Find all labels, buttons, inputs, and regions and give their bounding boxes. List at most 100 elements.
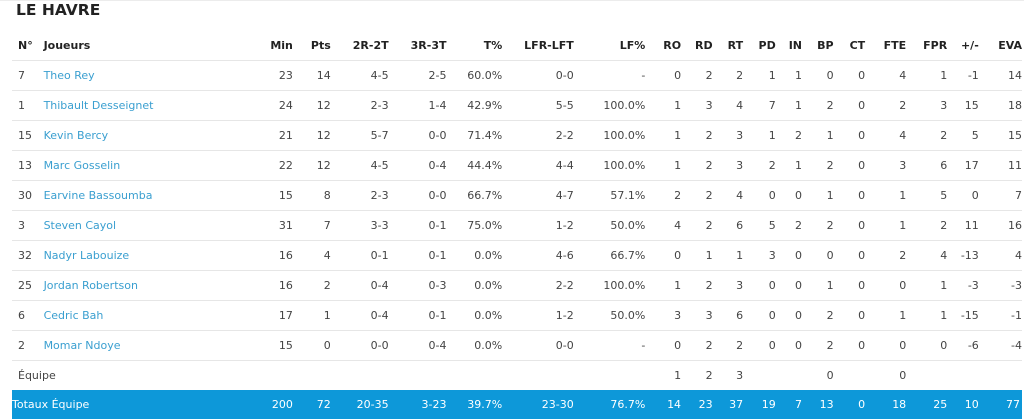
team-bp: 0 xyxy=(802,360,834,390)
player-link[interactable]: Kevin Bercy xyxy=(43,129,109,142)
col-header-ft-pct[interactable]: LF% xyxy=(619,38,646,52)
col-header-plus-minus[interactable]: +/- xyxy=(960,38,979,52)
stat-bp: 2 xyxy=(802,90,834,121)
player-name-cell: Jordan Robertson xyxy=(43,270,260,301)
stat-rd: 2 xyxy=(681,270,713,301)
stat-fpr: 5 xyxy=(906,180,948,211)
stat-in: 1 xyxy=(775,150,803,181)
stat-min: 15 xyxy=(259,180,293,211)
stat-fg-pct: 60.0% xyxy=(446,60,503,91)
stat-rt: 4 xyxy=(712,90,744,121)
stat-fte: 0 xyxy=(865,330,907,361)
player-link[interactable]: Earvine Bassoumba xyxy=(43,189,153,202)
stat-2pt: 4-5 xyxy=(330,150,389,181)
col-header-fte[interactable]: FTE xyxy=(883,38,907,52)
player-link[interactable]: Marc Gosselin xyxy=(43,159,121,172)
stat-ft: 2-2 xyxy=(502,270,574,301)
player-name-cell: Nadyr Labouize xyxy=(43,240,260,271)
stat-eva: 18 xyxy=(978,90,1022,121)
col-header-fpr[interactable]: FPR xyxy=(923,38,948,52)
stat-fte: 0 xyxy=(865,270,907,301)
stat-2pt: 2-3 xyxy=(330,90,389,121)
stat-3pt: 1-4 xyxy=(388,90,447,121)
col-header-ro[interactable]: RO xyxy=(663,38,682,52)
stat-eva: -3 xyxy=(978,270,1022,301)
stat-ro: 0 xyxy=(645,240,682,271)
stat-ro: 0 xyxy=(645,330,682,361)
stat-ct: 0 xyxy=(833,240,866,271)
stat-rt: 3 xyxy=(712,120,744,151)
col-header-min[interactable]: Min xyxy=(270,38,293,52)
stat-min: 17 xyxy=(259,300,293,331)
player-link[interactable]: Steven Cayol xyxy=(43,219,117,232)
col-header-in[interactable]: IN xyxy=(788,38,803,52)
player-number: 6 xyxy=(12,300,44,331)
player-name-cell: Theo Rey xyxy=(43,60,260,91)
totals-ft: 23-30 xyxy=(502,390,574,419)
col-header-eva[interactable]: EVA xyxy=(998,38,1022,52)
col-header-pd[interactable]: PD xyxy=(758,38,776,52)
player-name-cell: Marc Gosselin xyxy=(43,150,260,181)
col-header-bp[interactable]: BP xyxy=(817,38,834,52)
stat-min: 31 xyxy=(259,210,293,241)
col-header-fg-pct[interactable]: T% xyxy=(483,38,503,52)
col-header-ct[interactable]: CT xyxy=(849,38,866,52)
player-name-cell: Cedric Bah xyxy=(43,300,260,331)
stat-ft: 2-2 xyxy=(502,120,574,151)
player-name-cell: Kevin Bercy xyxy=(43,120,260,151)
stat-eva: 15 xyxy=(978,120,1022,151)
player-link[interactable]: Theo Rey xyxy=(43,69,95,82)
stat-in: 2 xyxy=(775,210,803,241)
player-number: 2 xyxy=(12,330,44,361)
stat-pd: 5 xyxy=(743,210,776,241)
stat-ro: 3 xyxy=(645,300,682,331)
player-link[interactable]: Thibault Desseignet xyxy=(43,99,154,112)
stat-pts: 12 xyxy=(292,120,331,151)
player-row: 6 Cedric Bah 17 1 0-4 0-1 0.0% 1-2 50.0% 3 3 6 0 0 2 0 1… xyxy=(12,300,1022,331)
stat-bp: 2 xyxy=(802,330,834,361)
totals-row: Totaux Équipe 200 72 20-35 3-23 39.7% 23… xyxy=(12,390,1022,419)
stat-ft-pct: 100.0% xyxy=(573,120,646,151)
stat-3pt: 0-0 xyxy=(388,180,447,211)
stat-pts: 4 xyxy=(292,240,331,271)
col-header-3pt[interactable]: 3R-3T xyxy=(410,38,447,52)
stat-fpr: 4 xyxy=(906,240,948,271)
stat-ro: 0 xyxy=(645,60,682,91)
player-number: 13 xyxy=(12,150,44,181)
stat-2pt: 0-4 xyxy=(330,270,389,301)
stat-pts: 1 xyxy=(292,300,331,331)
col-header-pts[interactable]: Pts xyxy=(310,38,331,52)
stat-ft: 0-0 xyxy=(502,60,574,91)
player-number: 3 xyxy=(12,210,44,241)
stat-2pt: 4-5 xyxy=(330,60,389,91)
stat-min: 23 xyxy=(259,60,293,91)
stat-eva: 14 xyxy=(978,60,1022,91)
stat-rd: 2 xyxy=(681,330,713,361)
col-header-num[interactable]: N° xyxy=(18,38,33,52)
col-header-ft[interactable]: LFR-LFT xyxy=(524,38,574,52)
player-row: 15 Kevin Bercy 21 12 5-7 0-0 71.4% 2-2 100.0% 1 2 3… xyxy=(12,120,1022,151)
stat-bp: 2 xyxy=(802,300,834,331)
col-header-players[interactable]: Joueurs xyxy=(43,38,91,52)
stat-min: 16 xyxy=(259,240,293,271)
stat-ct: 0 xyxy=(833,330,866,361)
player-row: 7 Theo Rey 23 14 4-5 2-5 60.0% 0-0-0 2 2 1 1 0 0 4 1 -1 1… xyxy=(12,60,1022,91)
team-row-label: Équipe xyxy=(12,360,260,390)
player-link[interactable]: Nadyr Labouize xyxy=(43,249,130,262)
stat-fg-pct: 71.4% xyxy=(446,120,503,151)
stat-in: 1 xyxy=(775,90,803,121)
col-header-2pt[interactable]: 2R-2T xyxy=(352,38,389,52)
stat-bp: 1 xyxy=(802,180,834,211)
player-link[interactable]: Jordan Robertson xyxy=(43,279,138,292)
stat-3pt: 0-1 xyxy=(388,240,447,271)
player-link[interactable]: Cedric Bah xyxy=(43,309,104,322)
stat-min: 15 xyxy=(259,330,293,361)
col-header-rt[interactable]: RT xyxy=(727,38,744,52)
col-header-rd[interactable]: RD xyxy=(695,38,713,52)
stat-2pt: 0-4 xyxy=(330,300,389,331)
totals-rd: 23 xyxy=(681,390,713,419)
stat-pts: 12 xyxy=(292,150,331,181)
stat-bp: 1 xyxy=(802,270,834,301)
player-link[interactable]: Momar Ndoye xyxy=(43,339,121,352)
stat-ft-pct: 66.7% xyxy=(573,240,646,271)
